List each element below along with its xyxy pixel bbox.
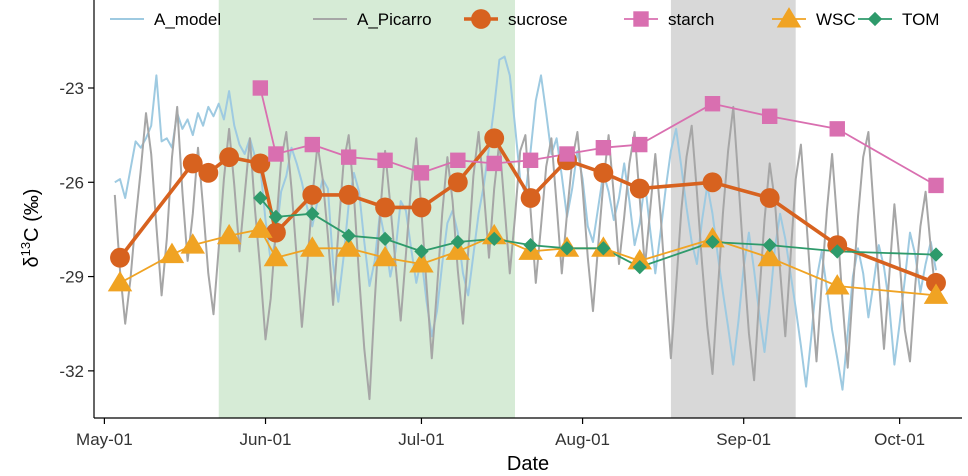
data-point-wsc-4 bbox=[216, 223, 242, 245]
data-point-wsc-6 bbox=[263, 245, 289, 267]
legend-marker-wsc bbox=[776, 7, 802, 28]
data-point-wsc-10 bbox=[409, 252, 434, 273]
data-point-sucrose-11 bbox=[447, 172, 468, 193]
data-point-wsc-1 bbox=[107, 270, 133, 292]
data-point-wsc-8 bbox=[336, 236, 361, 257]
data-point-wsc-5 bbox=[248, 217, 273, 238]
data-point-starch-1 bbox=[252, 80, 269, 96]
data-point-sucrose-7 bbox=[302, 184, 323, 205]
x-tick-label-2: Jun-01 bbox=[240, 430, 292, 449]
data-point-tom-7 bbox=[450, 234, 465, 250]
data-point-starch-12 bbox=[632, 136, 648, 153]
y-axis-ticks: -23 -26 -29 -32 bbox=[59, 79, 94, 381]
data-point-sucrose-5 bbox=[250, 153, 271, 174]
y-axis-title-symbol: δ bbox=[21, 256, 43, 267]
axes bbox=[93, 0, 962, 419]
x-tick-label-4: Aug-01 bbox=[555, 430, 610, 449]
data-point-starch-4 bbox=[340, 149, 357, 165]
data-point-tom-11 bbox=[596, 241, 611, 256]
legend: A_model A_Picarro sucrose starch WSC TOM bbox=[110, 7, 939, 29]
legend-marker-tom bbox=[867, 11, 883, 27]
series-line-tom bbox=[259, 197, 937, 269]
data-point-wsc-7 bbox=[300, 236, 325, 257]
y-tick-label-2: -26 bbox=[59, 173, 84, 192]
data-point-starch-10 bbox=[559, 146, 575, 162]
data-point-tom-4 bbox=[341, 228, 356, 243]
legend-label-tom: TOM bbox=[902, 10, 939, 29]
legend-label-a-model: A_model bbox=[154, 10, 221, 29]
legend-label-wsc: WSC bbox=[816, 10, 856, 29]
data-point-starch-7 bbox=[450, 152, 466, 168]
data-point-sucrose-16 bbox=[629, 178, 650, 199]
shaded-period-2 bbox=[670, 0, 796, 418]
data-point-starch-8 bbox=[486, 155, 502, 172]
y-axis-title-unit: C (‰) bbox=[21, 189, 43, 242]
data-point-tom-12 bbox=[632, 259, 647, 275]
y-tick-label-4: -32 bbox=[59, 362, 84, 381]
legend-label-sucrose: sucrose bbox=[508, 10, 568, 29]
data-point-wsc-19 bbox=[825, 274, 850, 295]
y-tick-label-3: -29 bbox=[59, 268, 84, 287]
data-point-wsc-18 bbox=[757, 245, 782, 267]
data-point-wsc-20 bbox=[923, 283, 949, 304]
data-point-sucrose-3 bbox=[198, 162, 219, 183]
x-tick-label-6: Oct-01 bbox=[874, 430, 925, 449]
data-point-tom-8 bbox=[487, 231, 502, 247]
data-point-tom-16 bbox=[928, 247, 944, 262]
x-tick-label-1: May-01 bbox=[76, 430, 133, 449]
data-point-starch-5 bbox=[377, 152, 393, 168]
data-point-wsc-16 bbox=[627, 248, 652, 270]
data-point-sucrose-18 bbox=[759, 188, 780, 208]
y-axis-title-superscript: 13 bbox=[18, 242, 33, 256]
data-point-sucrose-8 bbox=[338, 184, 359, 205]
data-point-wsc-9 bbox=[372, 245, 398, 267]
y-axis-title: δ13C (‰) bbox=[18, 189, 43, 268]
data-point-starch-16 bbox=[928, 177, 944, 194]
data-point-sucrose-20 bbox=[926, 272, 946, 293]
data-point-tom-6 bbox=[414, 244, 429, 259]
data-point-starch-2 bbox=[268, 146, 284, 162]
data-point-tom-14 bbox=[762, 237, 777, 253]
x-axis-title: Date bbox=[507, 453, 549, 475]
data-point-starch-15 bbox=[829, 121, 845, 137]
legend-marker-sucrose bbox=[471, 9, 491, 29]
series-line-starch bbox=[259, 87, 937, 187]
legend-label-a-picarro: A_Picarro bbox=[357, 10, 432, 29]
data-point-starch-9 bbox=[522, 152, 539, 168]
data-point-tom-10 bbox=[559, 241, 575, 256]
x-axis-ticks: May-01 Jun-01 Jul-01 Aug-01 Sep-01 Oct-01 bbox=[76, 418, 925, 449]
data-point-sucrose-1 bbox=[110, 247, 130, 268]
data-point-tom-1 bbox=[253, 190, 268, 206]
legend-label-starch: starch bbox=[668, 10, 714, 29]
y-tick-label-1: -23 bbox=[59, 79, 84, 98]
data-point-starch-11 bbox=[595, 140, 612, 156]
data-point-sucrose-17 bbox=[702, 172, 723, 193]
data-point-tom-13 bbox=[705, 234, 720, 250]
data-point-starch-3 bbox=[304, 136, 320, 153]
data-point-sucrose-4 bbox=[219, 147, 240, 168]
data-point-tom-5 bbox=[377, 231, 393, 247]
x-tick-label-5: Sep-01 bbox=[716, 430, 771, 449]
legend-marker-starch bbox=[633, 11, 649, 27]
data-point-sucrose-10 bbox=[411, 197, 432, 218]
data-point-tom-9 bbox=[523, 237, 538, 253]
shaded-period-1 bbox=[218, 0, 516, 418]
data-point-wsc-11 bbox=[445, 239, 471, 260]
data-point-sucrose-12 bbox=[484, 128, 505, 149]
data-point-sucrose-2 bbox=[182, 153, 203, 174]
data-point-starch-6 bbox=[413, 165, 430, 181]
data-point-sucrose-13 bbox=[520, 188, 541, 208]
x-tick-label-3: Jul-01 bbox=[398, 430, 444, 449]
data-point-sucrose-9 bbox=[375, 197, 395, 218]
data-point-tom-3 bbox=[305, 206, 320, 221]
data-point-starch-14 bbox=[761, 108, 778, 124]
data-point-starch-13 bbox=[704, 96, 721, 112]
data-point-wsc-2 bbox=[159, 242, 185, 264]
data-point-tom-2 bbox=[268, 209, 284, 225]
data-point-tom-15 bbox=[830, 244, 845, 259]
series-markers bbox=[107, 80, 949, 304]
data-point-wsc-3 bbox=[180, 233, 205, 254]
data-point-sucrose-15 bbox=[593, 162, 614, 183]
